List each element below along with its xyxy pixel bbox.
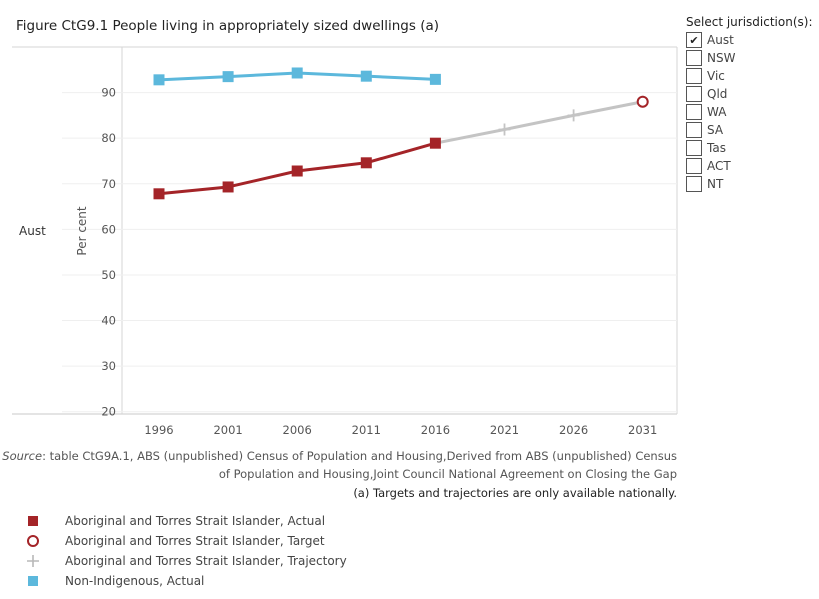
legend-item[interactable]: Aboriginal and Torres Strait Islander, T… — [24, 551, 347, 571]
checkmark-icon: ✔ — [689, 33, 699, 47]
legend: Aboriginal and Torres Strait Islander, A… — [24, 511, 347, 591]
filter-option-aust[interactable]: ✔ Aust — [686, 31, 816, 49]
filter-option-qld[interactable]: Qld — [686, 85, 816, 103]
footnote: (a) Targets and trajectories are only av… — [353, 486, 677, 500]
legend-square-icon — [24, 571, 41, 591]
data-point — [429, 73, 441, 85]
source-label: Source — [2, 449, 43, 463]
chart-title: Figure CtG9.1 People living in appropria… — [16, 18, 440, 34]
checkbox[interactable] — [686, 86, 702, 102]
data-point — [567, 109, 580, 122]
jurisdiction-filter: Select jurisdiction(s): ✔ Aust NSW Vic Qld WA… — [686, 15, 816, 193]
legend-label: Non-Indigenous, Actual — [65, 574, 205, 588]
legend-item[interactable]: Aboriginal and Torres Strait Islander, T… — [24, 531, 347, 551]
legend-plus-icon — [24, 551, 41, 571]
checkbox[interactable] — [686, 140, 702, 156]
filter-option-label: Qld — [707, 87, 728, 101]
data-point — [153, 74, 165, 86]
series-line-aboriginal-and-torres-strait-islander-trajectory — [435, 100, 643, 145]
y-tick-label: 90 — [101, 86, 116, 100]
data-point — [498, 123, 511, 136]
x-tick-label: 2026 — [559, 423, 588, 437]
x-tick-label: 2021 — [490, 423, 519, 437]
filter-title: Select jurisdiction(s): — [686, 15, 813, 29]
x-tick-label: 2016 — [421, 423, 450, 437]
x-tick-label: 2006 — [283, 423, 312, 437]
y-tick-label: 20 — [101, 405, 116, 419]
y-tick-label: 40 — [101, 314, 116, 328]
filter-option-label: WA — [707, 105, 727, 119]
y-tick-label: 60 — [101, 222, 116, 236]
legend-label: Aboriginal and Torres Strait Islander, T… — [65, 554, 347, 568]
filter-option-label: Tas — [707, 141, 726, 155]
source-note-line1: Source: table CtG9A.1, ABS (unpublished)… — [0, 449, 677, 463]
y-tick-label: 30 — [101, 359, 116, 373]
filter-option-label: Vic — [707, 69, 725, 83]
filter-option-nt[interactable]: NT — [686, 175, 816, 193]
data-point — [222, 181, 234, 193]
checkbox[interactable] — [686, 50, 702, 66]
data-point — [429, 137, 441, 149]
legend-item[interactable]: Non-Indigenous, Actual — [24, 571, 347, 591]
data-point — [636, 95, 649, 108]
filter-option-label: ACT — [707, 159, 731, 173]
filter-option-sa[interactable]: SA — [686, 121, 816, 139]
row-header-jurisdiction: Aust — [19, 224, 46, 238]
legend-label: Aboriginal and Torres Strait Islander, T… — [65, 534, 325, 548]
x-tick-label: 2031 — [628, 423, 657, 437]
data-point — [222, 71, 234, 83]
filter-option-tas[interactable]: Tas — [686, 139, 816, 157]
filter-list: ✔ Aust NSW Vic Qld WA SA Tas ACT NT — [686, 31, 816, 193]
checkbox[interactable] — [686, 158, 702, 174]
source-note-line2: of Population and Housing,Joint Council … — [218, 467, 677, 481]
checkbox[interactable] — [686, 122, 702, 138]
checkbox[interactable] — [686, 176, 702, 192]
data-point — [360, 70, 372, 82]
x-tick-label: 2001 — [213, 423, 242, 437]
filter-option-vic[interactable]: Vic — [686, 67, 816, 85]
filter-option-label: Aust — [707, 33, 734, 47]
legend-circle-icon — [24, 531, 41, 551]
y-tick-label: 70 — [101, 177, 116, 191]
legend-label: Aboriginal and Torres Strait Islander, A… — [65, 514, 326, 528]
y-tick-label: 80 — [101, 131, 116, 145]
filter-option-label: NSW — [707, 51, 736, 65]
filter-option-label: SA — [707, 123, 724, 137]
filter-option-label: NT — [707, 177, 724, 191]
filter-option-nsw[interactable]: NSW — [686, 49, 816, 67]
checkbox[interactable]: ✔ — [686, 32, 702, 48]
line-chart: 20 30 40 50 60 70 80 90 Per cent 1996 2001 2006 2011… — [12, 46, 678, 437]
source-text: : table CtG9A.1, ABS (unpublished) Censu… — [42, 449, 677, 463]
checkbox[interactable] — [686, 104, 702, 120]
y-axis-label: Per cent — [75, 206, 89, 256]
filter-option-act[interactable]: ACT — [686, 157, 816, 175]
data-point — [360, 157, 372, 169]
data-point — [291, 165, 303, 177]
x-tick-label: 2011 — [352, 423, 381, 437]
checkbox[interactable] — [686, 68, 702, 84]
data-point — [291, 67, 303, 79]
y-tick-label: 50 — [101, 268, 116, 282]
filter-option-wa[interactable]: WA — [686, 103, 816, 121]
data-point — [153, 188, 165, 200]
x-tick-label: 1996 — [144, 423, 173, 437]
legend-item[interactable]: Aboriginal and Torres Strait Islander, A… — [24, 511, 347, 531]
legend-square-icon — [24, 511, 41, 531]
